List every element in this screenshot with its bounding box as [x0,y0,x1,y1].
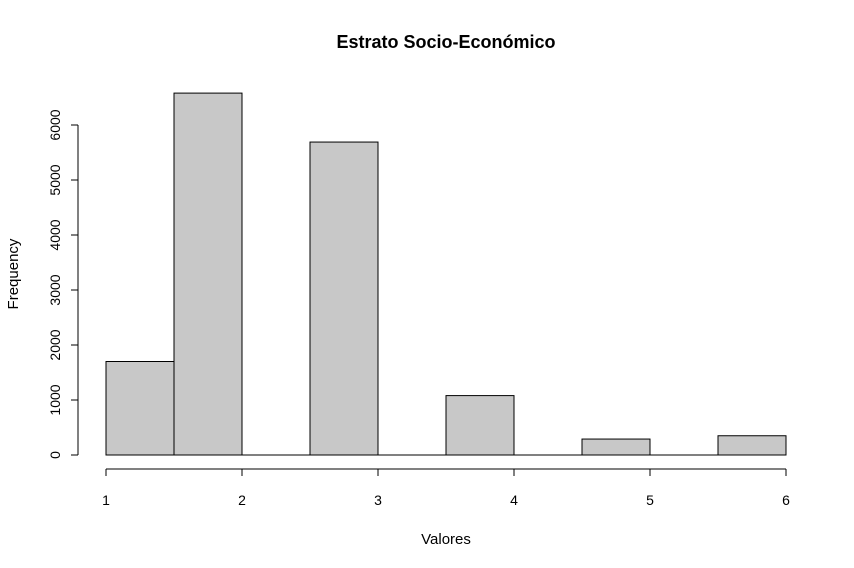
chart-title: Estrato Socio-Económico [336,32,555,52]
y-tick-label: 3000 [47,274,63,305]
y-tick-label: 0 [47,451,63,459]
x-tick-label: 1 [102,492,110,508]
x-axis: 1 2 3 4 5 6 [102,468,790,508]
y-axis-label: Frequency [5,238,22,309]
x-tick-label: 3 [374,492,382,508]
histogram-bar [173,92,243,456]
histogram-bar [445,395,515,456]
bars-group [105,92,787,456]
y-tick-label: 1000 [47,384,63,415]
x-axis-label: Valores [421,531,471,548]
y-tick-label: 4000 [47,219,63,250]
y-axis: 0 1000 2000 3000 4000 5000 6000 [47,109,79,459]
y-tick-label: 2000 [47,329,63,360]
x-tick-label: 2 [238,492,246,508]
histogram-bar [581,438,651,456]
y-tick-label: 5000 [47,164,63,195]
x-tick-label: 5 [646,492,654,508]
histogram-bar [105,361,175,456]
x-tick-label: 6 [782,492,790,508]
histogram-bar [717,435,787,456]
y-tick-label: 6000 [47,109,63,140]
x-tick-label: 4 [510,492,518,508]
histogram-bar [309,141,379,456]
